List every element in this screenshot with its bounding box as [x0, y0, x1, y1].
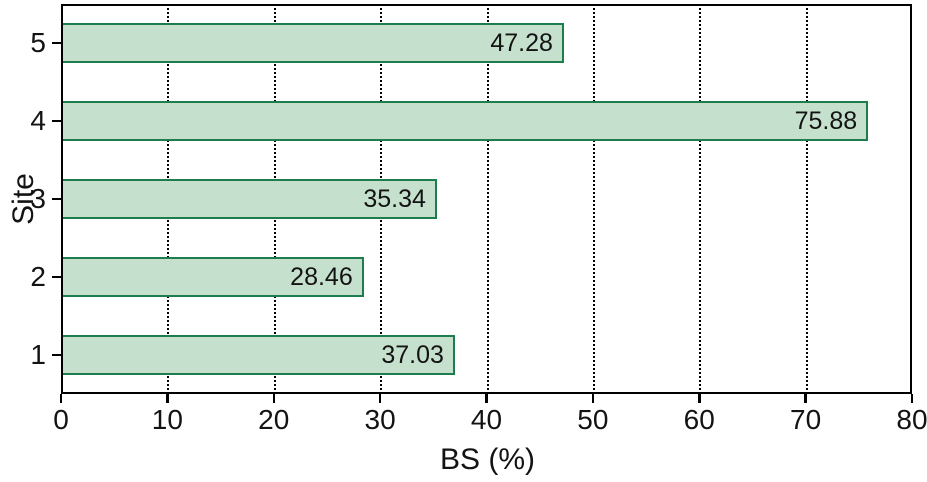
x-tick-label: 40	[470, 404, 503, 435]
y-tick-mark	[52, 353, 61, 357]
bar-value-label: 47.28	[490, 28, 553, 57]
y-tick-label: 1	[30, 339, 46, 370]
gridline-x70	[805, 4, 808, 394]
bar-value-label: 75.88	[794, 106, 858, 135]
gridline-x60	[699, 4, 702, 394]
plot-area: 47.28 75.88 35.34 28.46 37.03	[61, 4, 912, 394]
x-tick-label: 20	[258, 404, 290, 435]
bar-site-4: 75.88	[61, 101, 869, 141]
y-tick-mark	[52, 197, 61, 201]
x-tick-mark	[910, 394, 914, 403]
x-tick-mark	[591, 394, 595, 403]
x-axis-title: BS (%)	[439, 443, 535, 476]
x-tick-mark	[378, 394, 382, 403]
x-tick-label: 10	[151, 404, 183, 435]
bar-site-5: 47.28	[61, 23, 564, 63]
x-tick-mark	[485, 394, 488, 403]
x-tick-mark	[59, 394, 63, 403]
x-tick-label: 70	[790, 404, 822, 435]
bar-value-label: 37.03	[381, 340, 444, 369]
x-tick-label: 80	[896, 404, 927, 435]
bar-value-label: 28.46	[290, 262, 353, 291]
x-tick-label: 30	[364, 404, 396, 435]
gridline-x50	[592, 4, 595, 394]
x-tick-mark	[166, 394, 169, 403]
x-tick-label: 0	[53, 404, 69, 435]
gridline-x40	[486, 4, 489, 394]
y-tick-label: 5	[30, 27, 46, 58]
x-tick-mark	[698, 394, 701, 403]
y-tick-label: 4	[30, 105, 46, 136]
bar-site-1: 37.03	[61, 335, 455, 375]
y-tick-label: 3	[30, 183, 46, 214]
y-tick-label: 2	[30, 261, 46, 292]
y-tick-mark	[52, 119, 61, 123]
x-tick-label: 50	[577, 404, 609, 435]
x-tick-label: 60	[683, 404, 715, 435]
y-tick-mark	[52, 41, 61, 45]
bar-value-label: 35.34	[363, 184, 426, 213]
y-tick-mark	[52, 275, 61, 279]
x-tick-mark	[804, 394, 807, 403]
x-tick-mark	[272, 394, 275, 403]
bar-site-2: 28.46	[61, 257, 364, 297]
bar-site-3: 35.34	[61, 179, 437, 219]
